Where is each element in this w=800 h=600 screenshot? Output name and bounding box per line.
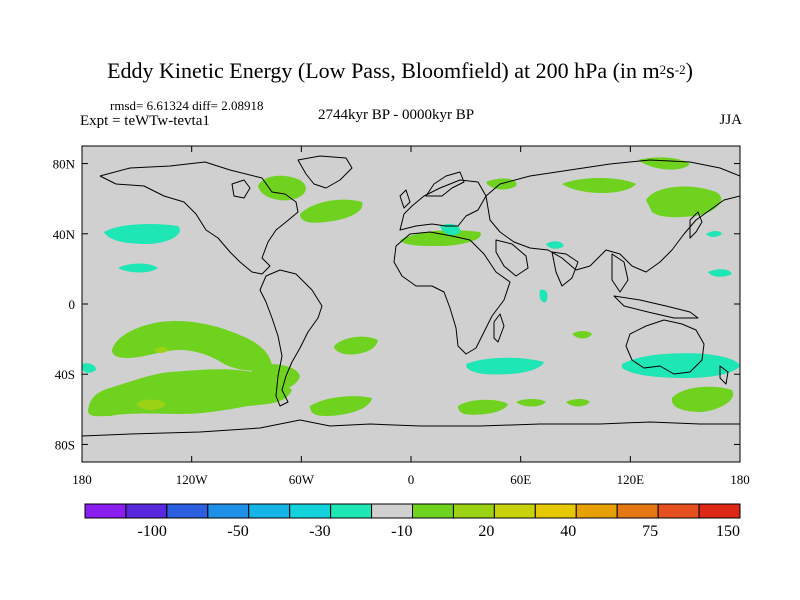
region-north-indian <box>546 241 564 249</box>
colorbar-box <box>330 503 373 519</box>
region-indian-ocean <box>572 331 592 339</box>
colorbar-label: 20 <box>478 523 494 540</box>
lon-tick-label: 0 <box>408 472 415 487</box>
colorbar-label: -10 <box>391 523 412 540</box>
region-southern-ocean-2 <box>516 399 546 407</box>
region-east-pacific <box>118 263 158 273</box>
map-background <box>82 146 740 462</box>
region-central-pacific <box>104 224 180 244</box>
colorbar-box <box>125 503 168 519</box>
coast-new-zealand <box>719 365 729 385</box>
coast-southeast-asia <box>611 253 629 293</box>
region-north-pacific <box>646 186 722 218</box>
experiment-label: Expt = teWTw-tevta1 <box>80 113 210 129</box>
region-southern-ocean-1 <box>458 399 508 415</box>
longitude-axis: 180 120W 60W 0 60E 120E 180 <box>72 146 750 487</box>
strong-positive-anomaly-regions <box>136 347 168 410</box>
colorbar-label: -50 <box>227 523 248 540</box>
region-dateline-west <box>82 363 96 373</box>
region-south-pacific-upper <box>112 320 272 371</box>
colorbar-box <box>616 503 659 519</box>
region-mediterranean <box>440 224 461 236</box>
colorbar-box <box>207 503 250 519</box>
colorbar-label: -30 <box>309 523 330 540</box>
region-south-indian <box>466 357 544 375</box>
coast-british-isles <box>399 189 411 209</box>
region-mid-atlantic <box>300 199 363 223</box>
coast-india <box>551 251 579 287</box>
lat-tick-label: 40N <box>53 227 76 242</box>
colorbar: -100 -50 -30 -10 20 40 75 150 <box>84 503 741 540</box>
lon-tick-label: 180 <box>730 472 750 487</box>
colorbar-box <box>412 503 454 519</box>
colorbar-box <box>84 503 127 519</box>
positive-anomaly-regions <box>88 157 734 417</box>
lon-tick-label: 180 <box>72 472 92 487</box>
coast-madagascar <box>493 313 505 343</box>
latitude-axis: 80N 40N 0 40S 80S <box>53 157 740 452</box>
negative-anomaly-regions <box>82 224 740 378</box>
region-australia-south <box>622 353 740 378</box>
coast-indonesia <box>613 295 699 319</box>
colorbar-label: 40 <box>560 523 576 540</box>
lat-tick-label: 80N <box>53 157 76 172</box>
region-tasman <box>671 386 734 412</box>
colorbar-box <box>657 503 700 519</box>
anomaly-regions <box>82 157 740 417</box>
lon-tick-label: 120W <box>176 472 209 487</box>
stats-label: rmsd= 6.61324 diff= 2.08918 <box>110 98 264 113</box>
region-south-atlantic-east <box>334 336 378 355</box>
colorbar-box <box>534 503 577 519</box>
colorbar-box <box>698 503 741 519</box>
lat-tick-label: 80S <box>55 437 75 452</box>
region-siberia <box>562 178 636 193</box>
coast-north-america <box>99 161 299 275</box>
region-west-pacific <box>708 269 732 277</box>
coastlines <box>82 155 740 437</box>
coast-south-america <box>259 269 323 407</box>
lon-tick-label: 60E <box>510 472 531 487</box>
colorbar-box <box>371 503 413 519</box>
coast-hudson-bay <box>231 179 251 199</box>
region-asia-east <box>706 231 722 237</box>
colorbar-box <box>166 503 209 519</box>
region-south-atlantic <box>310 396 372 416</box>
colorbar-label: 150 <box>716 523 740 540</box>
coast-greenland <box>297 155 353 189</box>
lat-tick-label: 0 <box>69 297 76 312</box>
region-north-atlantic <box>258 175 306 201</box>
coast-asia <box>485 159 740 273</box>
colorbar-box <box>289 503 332 519</box>
region-southern-ocean-3 <box>566 399 590 407</box>
region-pacific-small-core <box>154 347 168 353</box>
coast-australia <box>625 319 705 375</box>
colorbar-label: 75 <box>642 523 658 540</box>
colorbar-box <box>575 503 618 519</box>
colorbar-label: -100 <box>138 523 167 540</box>
colorbar-box <box>248 503 291 519</box>
colorbar-box <box>493 503 536 519</box>
region-east-atlantic <box>400 230 481 246</box>
lat-tick-label: 40S <box>55 367 75 382</box>
plot-title: Eddy Kinetic Energy (Low Pass, Bloomfiel… <box>107 58 693 83</box>
region-pacific-core <box>136 399 166 410</box>
coast-japan <box>689 211 703 239</box>
coast-antarctica <box>82 419 740 437</box>
lon-tick-label: 60W <box>289 472 315 487</box>
coast-africa <box>393 231 511 355</box>
lon-tick-label: 120E <box>617 472 645 487</box>
coast-scandinavia <box>425 171 465 197</box>
season-label: JJA <box>719 112 742 128</box>
coast-arabia <box>495 239 529 277</box>
region-arabian <box>539 289 548 303</box>
colorbar-box <box>452 503 495 519</box>
period-label: 2744kyr BP - 0000kyr BP <box>318 107 475 123</box>
